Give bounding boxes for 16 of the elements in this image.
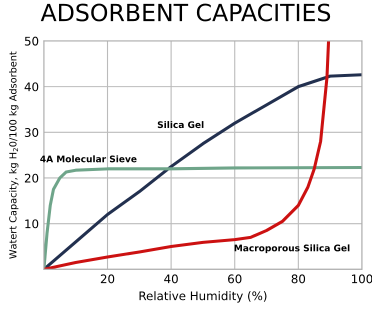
x-tick-label: 80 <box>292 274 306 284</box>
annotation: 4A Molecular Sieve <box>40 155 137 162</box>
x-tick-label: 100 <box>352 274 372 284</box>
annotation: Silica Gel <box>158 121 204 128</box>
y-axis-title: Watert Capacity, kg H$_{2}$0/100 kg Adsorbent <box>9 52 18 259</box>
x-tick-label: 20 <box>100 274 114 284</box>
annotation: Macroporous Silica Gel <box>234 244 350 254</box>
y-tick-label: 30 <box>24 128 38 137</box>
y-tick-label: 50 <box>24 36 38 46</box>
x-axis-title: Relative Humidity (%) <box>140 291 266 303</box>
x-tick-label: 60 <box>228 274 242 284</box>
x-tick-label: 40 <box>164 274 178 284</box>
y-tick-label: 10 <box>25 219 38 228</box>
chart-title: ADSORBENT CAPACITIES <box>40 4 330 22</box>
y-tick-label: 20 <box>24 174 38 183</box>
y-tick-label: 40 <box>24 82 38 92</box>
